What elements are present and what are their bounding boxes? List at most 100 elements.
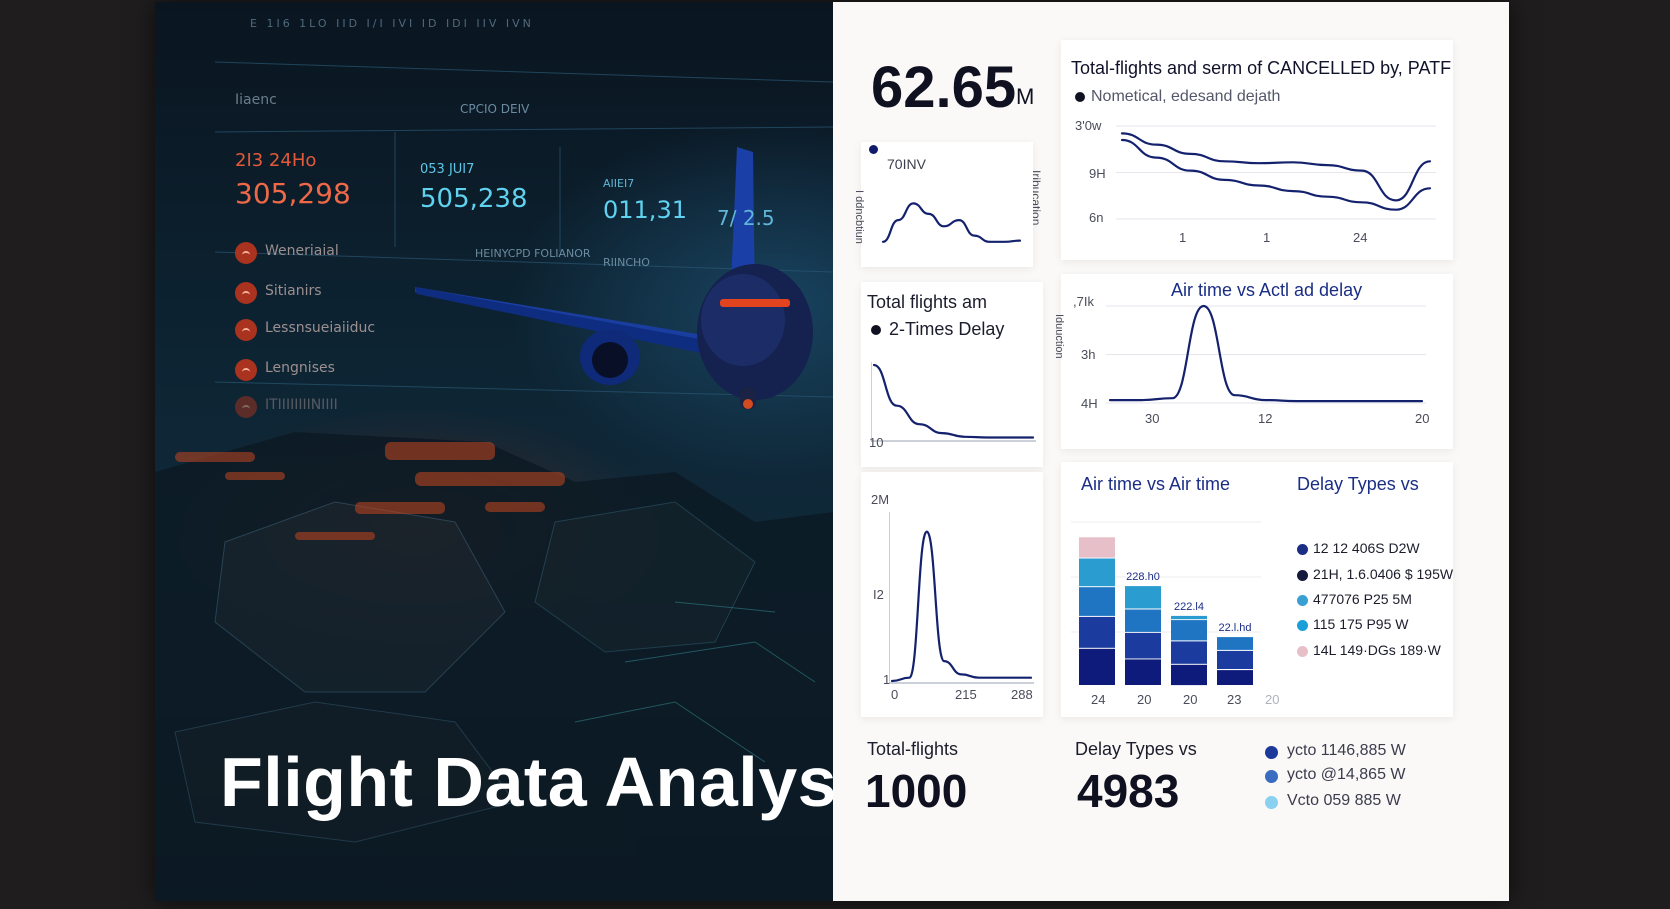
alert-icon xyxy=(235,359,257,381)
chart-total-flights-title: Total flights am xyxy=(867,292,988,312)
series-line-1 xyxy=(890,530,1033,683)
x-tick-label: 12 xyxy=(1258,411,1273,426)
x-tick-label: 20 xyxy=(1183,692,1198,707)
dashboard-panel: 62.65 M Total-flights and serm of CANCEL… xyxy=(833,2,1509,901)
legend-swatch xyxy=(1265,770,1278,783)
x-tick-label: 10 xyxy=(869,435,884,450)
kpi-delay-types-label: Delay Types vs xyxy=(1075,739,1197,759)
alert-icon xyxy=(235,319,257,341)
series-line-1 xyxy=(881,202,1022,243)
chart-total-flights-legend: 2-Times Delay xyxy=(889,319,1005,339)
legend-item: 115 175 P95 W xyxy=(1297,616,1467,636)
x-tick-label: 1 xyxy=(1263,230,1271,245)
chart-cancelled-title: Total-flights and serm of CANCELLED by, … xyxy=(1071,58,1452,78)
legend-dot xyxy=(869,145,878,154)
hero-title: Flight Data Analysis xyxy=(220,743,833,821)
hud-metric1-label: 2I3 24Ho xyxy=(235,150,317,171)
bar-segment xyxy=(1079,558,1115,587)
chart-bars-plot: 228.h0 222.l4 22.l.hd xyxy=(1071,521,1261,686)
chart-bars-title: Air time vs Air time xyxy=(1081,474,1231,494)
bar-segment xyxy=(1171,641,1207,664)
y-tick-label: 2M xyxy=(871,492,890,507)
legend-item: Vcto 059 885 W xyxy=(1265,792,1485,812)
hud-metric4-value: 7/ 2.5 xyxy=(717,206,775,230)
x-tick-label: 20 xyxy=(1265,692,1280,707)
legend-swatch xyxy=(1297,620,1308,631)
bar-segment xyxy=(1079,616,1115,648)
bar-segment xyxy=(1171,620,1207,641)
bar-value-label: 222.l4 xyxy=(1174,601,1204,613)
bar-segment xyxy=(1079,648,1115,685)
legend-swatch xyxy=(1297,646,1308,657)
bar-segment xyxy=(1125,659,1161,685)
chart-airtime-delay-title: Air time vs Actl ad delay xyxy=(1171,280,1363,300)
hud-metric2-label: 053 JUI7 xyxy=(420,162,475,177)
bar-value-label: 228.h0 xyxy=(1126,571,1160,583)
hud-header-d: RIINCHO xyxy=(603,256,650,269)
chart-bars-title-b: Delay Types vs xyxy=(1297,474,1419,494)
kpi-total-flights-value: 1000 xyxy=(865,765,968,817)
series-line-2 xyxy=(1120,138,1432,211)
chart-airtime-delay-plot xyxy=(1106,304,1426,404)
hud-metric3-label: AIIEI7 xyxy=(603,177,635,190)
chart-card-total-flights: Total flights am 2-Times Delay 10 xyxy=(861,282,1043,467)
hud-metric3-value: 011,31 xyxy=(603,196,687,224)
y-tick-label: 6n xyxy=(1089,210,1104,225)
bar-segment xyxy=(1217,670,1253,685)
y-tick-label: 9H xyxy=(1089,166,1106,181)
bar-segment xyxy=(1079,587,1115,616)
y-tick-label: 3'0w xyxy=(1075,118,1102,133)
x-tick-label: 20 xyxy=(1137,692,1152,707)
legend-item: 12 12 406S D2W xyxy=(1297,540,1467,560)
hud-header-a: Iiaenc xyxy=(235,92,277,108)
legend-swatch xyxy=(1265,796,1278,809)
legend-dot xyxy=(871,325,881,335)
hud-menu-item-4: Lengnises xyxy=(235,357,435,381)
bar-segment xyxy=(1171,664,1207,686)
bar-segment xyxy=(1125,632,1161,659)
chart-tall-plot xyxy=(889,512,1034,684)
legend-swatch xyxy=(1297,544,1308,555)
bar-value-label: 22.l.hd xyxy=(1218,622,1251,634)
chart-card-bars: Air time vs Air time Delay Types vs 228.… xyxy=(1061,462,1453,717)
slide: Iiaenc CPCIO DEIV HEINYCPD FOLIANOR RIIN… xyxy=(155,2,1509,901)
chart-small-ylabel: I ddncbtiun xyxy=(853,190,865,244)
x-tick-label: 0 xyxy=(891,687,899,702)
x-tick-label: 215 xyxy=(955,687,977,702)
bar-segment xyxy=(1125,586,1161,609)
chart-small-plot xyxy=(881,202,1022,243)
hud-menu-item-1: Weneriaial xyxy=(235,240,435,264)
kpi-delay-types-value: 4983 xyxy=(1077,765,1180,817)
y-tick-label: 1 xyxy=(883,672,891,687)
x-tick-label: 288 xyxy=(1011,687,1033,702)
kpi-total-flights-label: Total-flights xyxy=(867,739,959,759)
x-tick-label: 24 xyxy=(1091,692,1106,707)
legend-swatch xyxy=(1297,595,1308,606)
x-tick-label: 1 xyxy=(1179,230,1187,245)
chart-cancelled-plot xyxy=(1116,125,1436,220)
hud-header-b: CPCIO DEIV xyxy=(460,102,530,116)
alert-icon xyxy=(235,396,257,418)
series-line-1 xyxy=(872,363,1035,439)
y-tick-label: I2 xyxy=(873,587,884,602)
hud-menu-item-2: Sitianirs xyxy=(235,280,435,304)
series-line-1 xyxy=(1120,132,1432,202)
legend-swatch xyxy=(1297,570,1308,581)
legend-item: 14L 149·DGs 189·W xyxy=(1297,642,1467,662)
bar-segment xyxy=(1079,537,1115,558)
hud-menu-item-5: ITIIIIIIIINIIII xyxy=(235,394,435,418)
bar-segment xyxy=(1171,615,1207,620)
chart-card-airtime-delay: Air time vs Actl ad delay Iduuction ,7Ik… xyxy=(1053,274,1453,449)
hud-metric1-value: 305,298 xyxy=(235,177,351,210)
chart-card-tall: 2M I2 1 0 215 288 xyxy=(861,472,1043,717)
chart-card-small: 70INV I ddncbtiun xyxy=(853,142,1033,267)
legend-item: 21H, 1.6.0406 $ 195W xyxy=(1297,566,1467,586)
hud-metric2-value: 505,238 xyxy=(420,184,528,214)
chart-airtime-delay-ylabel: Iduuction xyxy=(1053,314,1065,359)
airplane-illustration xyxy=(415,147,813,409)
chart-total-flights-plot xyxy=(871,362,1036,442)
hero-panel: Iiaenc CPCIO DEIV HEINYCPD FOLIANOR RIIN… xyxy=(155,2,833,901)
x-tick-label: 23 xyxy=(1227,692,1242,707)
legend-item: ycto @14,865 W xyxy=(1265,766,1485,786)
legend-dot xyxy=(1075,92,1085,102)
